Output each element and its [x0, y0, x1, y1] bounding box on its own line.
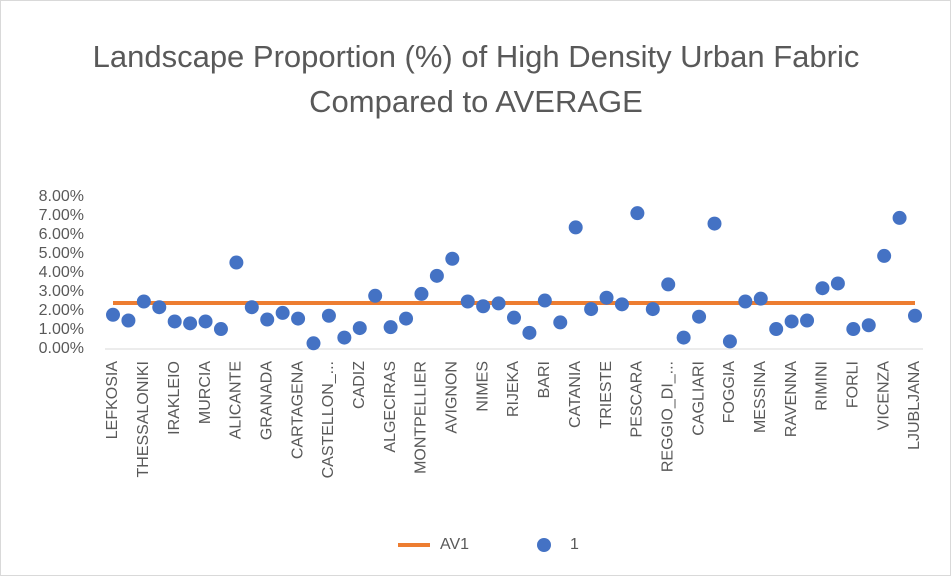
data-point — [645, 302, 660, 317]
data-point — [692, 309, 707, 324]
data-point — [568, 220, 583, 235]
x-tick-label: THESSALONIKI — [135, 361, 152, 477]
data-point — [429, 268, 444, 283]
y-tick-label: 0.00% — [39, 340, 84, 357]
data-point — [260, 312, 275, 327]
data-point — [537, 293, 552, 308]
data-point — [321, 308, 336, 323]
y-tick-label: 7.00% — [39, 207, 84, 224]
data-point — [383, 320, 398, 335]
data-point — [399, 311, 414, 326]
data-point — [460, 294, 475, 309]
x-tick-label: FOGGIA — [721, 361, 738, 424]
y-tick-label: 1.00% — [39, 321, 84, 338]
x-tick-label: VICENZA — [875, 361, 892, 431]
data-point — [892, 210, 907, 225]
data-point — [908, 308, 922, 323]
data-point — [861, 318, 876, 333]
x-tick-label: MURCIA — [197, 361, 214, 424]
x-tick-label: MONTPELLIER — [413, 361, 430, 474]
data-point — [800, 313, 815, 328]
data-point — [707, 216, 722, 231]
legend-label: 1 — [570, 536, 579, 553]
data-point — [198, 314, 213, 329]
y-tick-label: 4.00% — [39, 264, 84, 281]
data-point — [445, 251, 460, 266]
data-point — [784, 314, 799, 329]
data-point — [167, 314, 182, 329]
legend-swatch — [537, 538, 551, 552]
data-point — [661, 277, 676, 292]
data-point — [722, 334, 737, 349]
x-tick-label: TRIESTE — [598, 361, 615, 429]
data-point — [291, 311, 306, 326]
x-tick-label: LEFKOSIA — [104, 361, 121, 440]
y-tick-label: 3.00% — [39, 283, 84, 300]
data-point — [229, 255, 244, 270]
data-point — [553, 315, 568, 330]
y-tick-label: 2.00% — [39, 302, 84, 319]
data-point — [337, 330, 352, 345]
x-tick-label: FORLI — [845, 361, 862, 408]
data-point — [106, 307, 120, 322]
x-tick-label: ALGECIRAS — [382, 361, 399, 453]
data-point — [121, 313, 136, 328]
data-point — [213, 322, 228, 337]
x-tick-label: GRANADA — [258, 361, 275, 440]
x-tick-label: CARTAGENA — [289, 361, 306, 459]
x-tick-label: CAGLIARI — [690, 361, 707, 436]
data-point — [769, 322, 784, 337]
chart-title: Landscape Proportion (%) of High Density… — [92, 39, 860, 119]
data-point — [522, 325, 537, 340]
data-point — [830, 276, 845, 291]
x-tick-label: CADIZ — [351, 361, 368, 409]
data-point — [676, 330, 691, 345]
data-point — [368, 288, 383, 303]
x-tick-label: BARI — [536, 361, 553, 398]
data-point — [244, 300, 259, 315]
data-point — [846, 322, 861, 337]
data-point — [352, 321, 367, 336]
x-tick-label: NIMES — [474, 361, 491, 412]
data-point — [136, 294, 151, 309]
data-point — [738, 294, 753, 309]
data-point — [877, 248, 892, 263]
x-tick-label: AVIGNON — [444, 361, 461, 434]
data-point — [275, 305, 290, 320]
x-tick-label: MESSINA — [752, 361, 769, 433]
y-tick-label: 5.00% — [39, 245, 84, 262]
x-tick-label: ALICANTE — [228, 361, 245, 439]
data-point — [414, 286, 429, 301]
y-tick-label: 6.00% — [39, 226, 84, 243]
data-point — [152, 300, 167, 315]
data-point — [476, 299, 491, 314]
x-tick-label: LJUBLJANA — [906, 361, 923, 450]
x-tick-label: CATANIA — [567, 361, 584, 428]
x-tick-label: PESCARA — [629, 361, 646, 438]
legend-label: AV1 — [440, 536, 469, 553]
x-tick-label: RAVENNA — [783, 361, 800, 437]
x-tick-label: RIMINI — [814, 361, 831, 411]
data-point — [815, 281, 830, 296]
x-tick-label: RIJEKA — [505, 361, 522, 417]
data-point — [584, 302, 599, 317]
data-point — [753, 291, 768, 306]
data-point — [183, 316, 198, 331]
data-point — [507, 310, 521, 325]
data-point — [614, 297, 629, 312]
data-point — [630, 206, 645, 221]
data-point — [491, 296, 506, 311]
x-tick-label: REGGIO_DI_... — [659, 361, 676, 472]
y-tick-label: 8.00% — [39, 188, 84, 205]
x-tick-label: CASTELLON_... — [320, 361, 337, 478]
data-point — [599, 290, 614, 305]
data-point — [306, 336, 321, 351]
x-tick-label: IRAKLEIO — [166, 361, 183, 435]
